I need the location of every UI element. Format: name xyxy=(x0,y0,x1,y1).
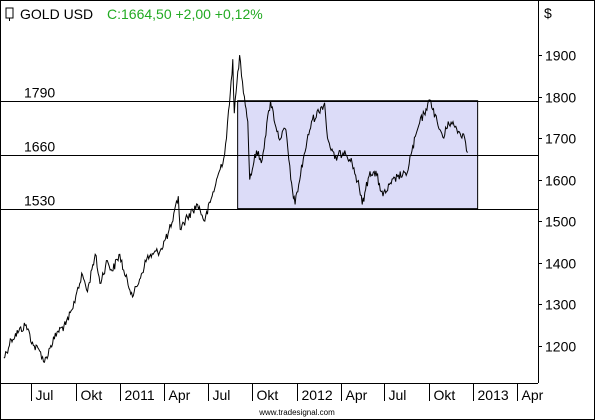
x-tick-label-2012-07-01: Jul xyxy=(389,387,407,403)
axis-area: 1200 1300 1400 1500 1600 1700 1800 1900 Jul Okt 20… xyxy=(0,0,576,403)
level-label-1790: 1790 xyxy=(24,85,55,101)
footer-credit: www.tradesignal.com xyxy=(258,408,335,417)
level-label-1530: 1530 xyxy=(24,193,55,209)
x-tick-label-2012-10-01: Okt xyxy=(434,387,456,403)
x-tick-label-2013-01-01: 2013 xyxy=(478,387,509,403)
x-tick-label-2011-07-01: Jul xyxy=(213,387,231,403)
quote-label: C:1664,50 +2,00 +0,12% xyxy=(107,6,263,22)
chart-header: GOLD USD C:1664,50 +2,00 +0,12% xyxy=(5,6,263,22)
y-tick-label-1200: 1200 xyxy=(545,339,576,355)
x-tick-label-2011-04-01: Apr xyxy=(169,387,191,403)
y-tick-label-1700: 1700 xyxy=(545,131,576,147)
x-tick-label-2011-10-01: Okt xyxy=(257,387,279,403)
x-tick-label-2012-01-01: 2012 xyxy=(302,387,333,403)
symbol-label: GOLD USD xyxy=(20,6,93,22)
x-tick-label-2012-04-01: Apr xyxy=(346,387,368,403)
y-tick-label-1900: 1900 xyxy=(545,48,576,64)
price-series-line xyxy=(3,55,468,363)
level-label-1660: 1660 xyxy=(24,139,55,155)
x-tick-label-2013-04-01: Apr xyxy=(522,387,544,403)
y-tick-label-1600: 1600 xyxy=(545,173,576,189)
y-tick-label-1400: 1400 xyxy=(545,256,576,272)
x-tick-label-2010-07-01: Jul xyxy=(36,387,54,403)
trading-range-box xyxy=(237,100,479,210)
y-tick-label-1500: 1500 xyxy=(545,214,576,230)
y-tick-label-1300: 1300 xyxy=(545,297,576,313)
x-tick-label-2011-01-01: 2011 xyxy=(125,387,155,403)
y-tick-label-1800: 1800 xyxy=(545,90,576,106)
x-tick-label-2010-10-01: Okt xyxy=(81,387,103,403)
symbol-selector-icon[interactable] xyxy=(5,7,14,19)
axis-unit: $ xyxy=(544,5,552,21)
